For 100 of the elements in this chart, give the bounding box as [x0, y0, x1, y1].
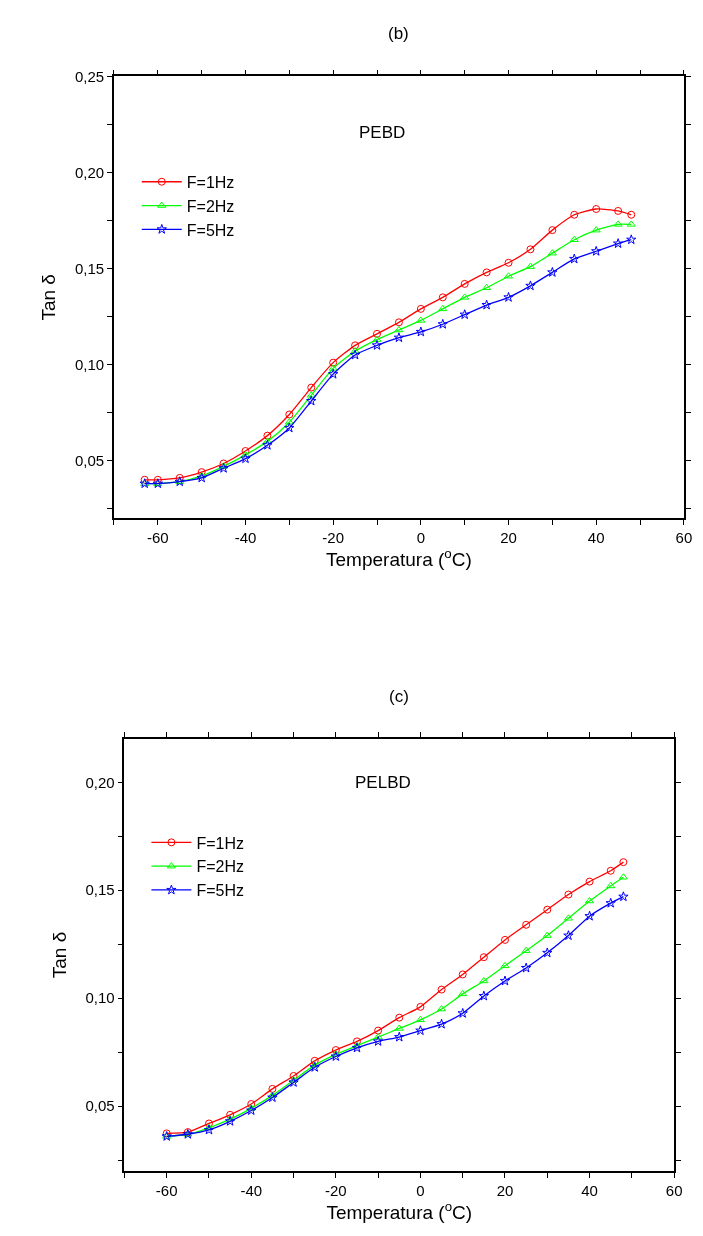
point	[460, 279, 469, 288]
y-tick-label: 0,20	[75, 163, 105, 181]
point	[618, 873, 628, 880]
x-tick-label: 20	[500, 528, 517, 546]
point	[585, 897, 595, 904]
x-tick-label: 60	[675, 528, 693, 546]
chart-title: (c)	[389, 687, 409, 706]
point	[482, 268, 491, 277]
point	[437, 1005, 447, 1012]
legend-label: F=5Hz	[186, 221, 235, 239]
point	[328, 364, 338, 371]
point	[263, 431, 272, 440]
chart-title: (b)	[388, 24, 409, 43]
y-tick-label: 0,25	[75, 67, 105, 85]
legend-label: F=1Hz	[186, 173, 235, 191]
y-tick-label: 0,15	[85, 881, 115, 899]
point	[569, 253, 580, 264]
y-tick-label: 0,05	[85, 1097, 115, 1115]
point	[224, 1115, 236, 1126]
point	[457, 1007, 468, 1018]
point	[614, 206, 623, 215]
point	[618, 891, 629, 902]
point	[521, 946, 531, 953]
point	[415, 1015, 425, 1023]
point	[415, 326, 427, 337]
point	[619, 858, 628, 867]
point	[350, 347, 360, 354]
point	[591, 226, 601, 233]
point	[374, 1026, 383, 1035]
point	[395, 1013, 404, 1022]
point	[218, 462, 229, 473]
point	[372, 335, 382, 342]
point	[459, 309, 470, 320]
point	[520, 962, 532, 973]
point	[543, 905, 552, 914]
x-tick-label: 20	[496, 1181, 514, 1199]
point	[564, 890, 573, 899]
point	[584, 910, 595, 921]
point	[436, 1018, 447, 1029]
point	[416, 304, 425, 313]
y-axis-title: Tan δ	[38, 274, 60, 321]
x-tick-label: -40	[234, 528, 257, 546]
legend-label: F=1Hz	[196, 834, 244, 852]
point	[328, 368, 339, 379]
point	[606, 866, 615, 875]
point	[569, 235, 579, 242]
x-tick-label: 0	[416, 528, 426, 546]
point	[606, 881, 616, 889]
point	[306, 391, 316, 398]
point	[329, 358, 338, 367]
y-tick-label: 0,20	[85, 773, 115, 791]
y-tick-label: 0,05	[75, 451, 105, 469]
x-tick-label: 40	[581, 1181, 598, 1199]
point	[371, 339, 383, 350]
y-tick-label: 0,15	[75, 259, 105, 277]
point	[203, 1124, 215, 1135]
x-tick-label: -20	[322, 528, 345, 546]
x-tick-label: 60	[665, 1181, 683, 1199]
point	[241, 446, 250, 455]
x-tick-label: -20	[325, 1181, 347, 1199]
point	[289, 1071, 298, 1080]
point	[437, 985, 446, 994]
legend-label: F=2Hz	[186, 197, 235, 215]
point	[525, 262, 535, 269]
point	[627, 210, 636, 219]
point	[547, 266, 558, 277]
point	[613, 220, 623, 227]
x-axis-title: Temperatura ($^{o}$C)	[326, 1199, 473, 1224]
point	[605, 897, 616, 908]
point	[526, 245, 535, 254]
point	[310, 1061, 320, 1068]
point	[372, 1035, 384, 1046]
point	[438, 304, 448, 312]
point	[331, 1046, 340, 1055]
point	[394, 325, 404, 333]
point	[503, 291, 514, 302]
x-tick-label: 0	[416, 1181, 425, 1199]
point	[612, 238, 624, 249]
point	[416, 316, 426, 323]
point	[351, 341, 360, 350]
point	[246, 1105, 257, 1115]
point	[479, 976, 489, 984]
point	[394, 1024, 404, 1031]
point	[373, 329, 382, 338]
point	[592, 205, 601, 213]
point	[349, 349, 361, 360]
point	[284, 418, 294, 425]
x-tick-label: -40	[240, 1181, 263, 1199]
point	[438, 293, 447, 302]
point	[309, 1061, 320, 1072]
point	[458, 989, 468, 997]
point	[542, 931, 552, 938]
point	[482, 283, 492, 290]
point	[284, 422, 295, 433]
point	[525, 280, 536, 291]
point	[499, 975, 511, 986]
x-tick-label: -60	[146, 528, 169, 546]
point	[504, 258, 513, 267]
point	[500, 961, 510, 969]
point	[415, 1025, 426, 1036]
